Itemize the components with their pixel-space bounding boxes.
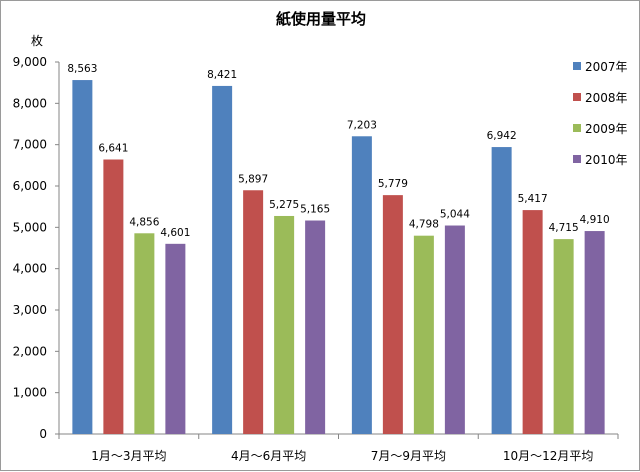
data-label: 4,798 [409, 219, 439, 231]
data-label: 5,275 [269, 199, 299, 211]
bar [553, 239, 574, 434]
data-label: 7,203 [347, 119, 377, 131]
legend-swatch [573, 62, 581, 70]
y-tick-label: 4,000 [13, 262, 47, 276]
bar [165, 243, 186, 434]
chart-title: 紙使用量平均 [276, 10, 366, 28]
y-tick-label: 3,000 [13, 303, 47, 317]
data-label: 5,417 [518, 193, 548, 205]
bar [413, 235, 434, 434]
legend-swatch [573, 93, 581, 101]
bar [212, 85, 233, 434]
legend-label: 2010年 [585, 153, 628, 167]
x-tick-label: 1月～3月平均 [91, 449, 166, 463]
bar [72, 80, 93, 434]
bar [522, 210, 543, 434]
bar [351, 136, 372, 434]
data-label: 4,856 [129, 216, 159, 228]
legend-swatch [573, 155, 581, 163]
axes: 0 1,000 2,000 3,000 4,000 5,000 6,000 7,000 8,00… [13, 55, 619, 463]
y-tick-label: 7,000 [13, 138, 47, 152]
bar [305, 220, 326, 434]
bar [243, 190, 264, 434]
bar [134, 233, 155, 434]
data-label: 8,563 [67, 63, 97, 75]
data-label: 4,601 [160, 227, 190, 239]
data-label: 5,044 [440, 209, 470, 221]
legend-label: 2009年 [585, 122, 628, 136]
bar [382, 195, 403, 434]
x-tick-label: 4月～6月平均 [231, 449, 306, 463]
data-label: 5,779 [378, 178, 408, 190]
y-axis-label: 枚 [31, 33, 43, 48]
y-tick-label: 6,000 [13, 179, 47, 193]
y-tick-label: 9,000 [13, 55, 47, 69]
legend-swatch [573, 124, 581, 132]
y-tick-label: 5,000 [13, 220, 47, 234]
data-label: 5,165 [300, 204, 330, 216]
y-tick-label: 1,000 [13, 386, 47, 400]
legend-label: 2008年 [585, 91, 628, 105]
bar [491, 147, 512, 434]
data-label: 8,421 [207, 69, 237, 81]
y-tick-label: 2,000 [13, 344, 47, 358]
bar [584, 231, 605, 434]
data-label: 6,641 [98, 143, 128, 155]
x-tick-label: 10月～12月平均 [503, 449, 594, 463]
data-label: 4,715 [549, 222, 579, 234]
legend: 2007年 2008年 2009年 2010年 [573, 60, 628, 167]
y-tick-label: 8,000 [13, 96, 47, 110]
data-label: 5,897 [238, 173, 268, 185]
x-tick-label: 7月～9月平均 [371, 449, 446, 463]
data-label: 4,910 [580, 214, 610, 226]
bar [103, 159, 124, 434]
bar [274, 215, 295, 434]
bar [444, 225, 465, 434]
data-label: 6,942 [487, 130, 517, 142]
y-tick-label: 0 [39, 427, 47, 441]
legend-label: 2007年 [585, 60, 628, 74]
